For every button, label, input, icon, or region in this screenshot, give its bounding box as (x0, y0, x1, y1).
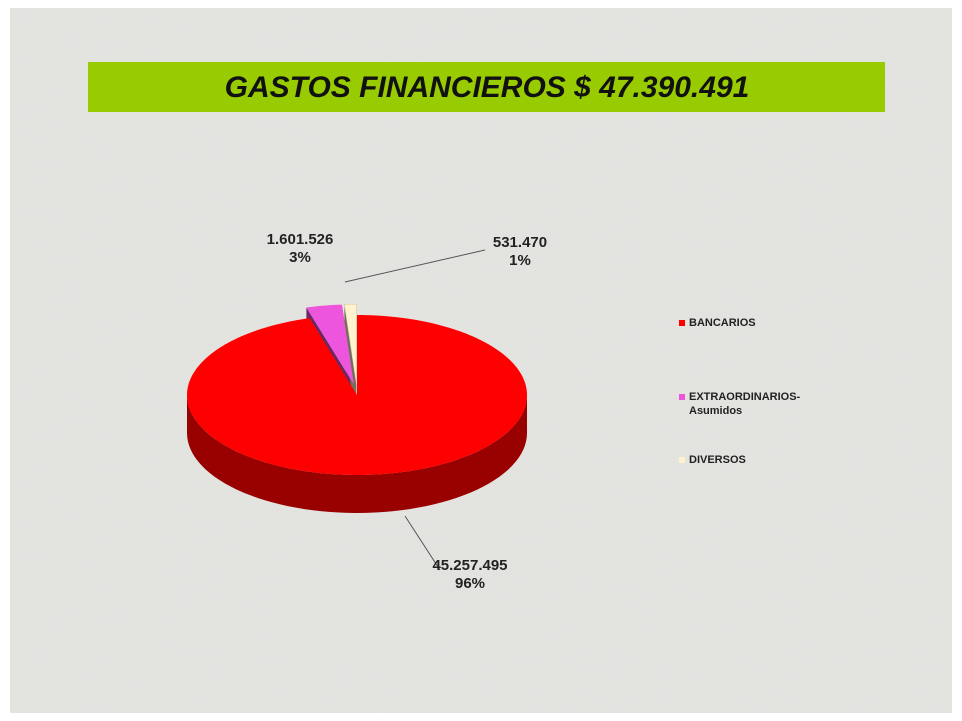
legend-swatch (679, 394, 685, 400)
slice-side (187, 395, 527, 513)
slice (306, 304, 354, 385)
data-label: 1.601.526 (267, 231, 334, 248)
slice (187, 315, 527, 475)
data-label: 531.470 (493, 234, 547, 251)
legend-label: DIVERSOS (689, 454, 746, 466)
title-band (88, 62, 885, 112)
percent-label: 1% (509, 252, 531, 269)
legend-label: EXTRAORDINARIOS-Asumidos (689, 391, 801, 417)
percent-label: 3% (289, 249, 311, 266)
legend-label: BANCARIOS (689, 317, 756, 329)
leader-line (344, 249, 486, 283)
slice (344, 303, 357, 385)
chart-title: GASTOS FINANCIEROS $ 47.390.491 (225, 71, 750, 104)
leader-line (404, 515, 441, 571)
data-label: 45.257.495 (432, 557, 507, 574)
legend-swatch (679, 320, 685, 326)
percent-label: 96% (455, 575, 485, 592)
legend-swatch (679, 457, 685, 463)
